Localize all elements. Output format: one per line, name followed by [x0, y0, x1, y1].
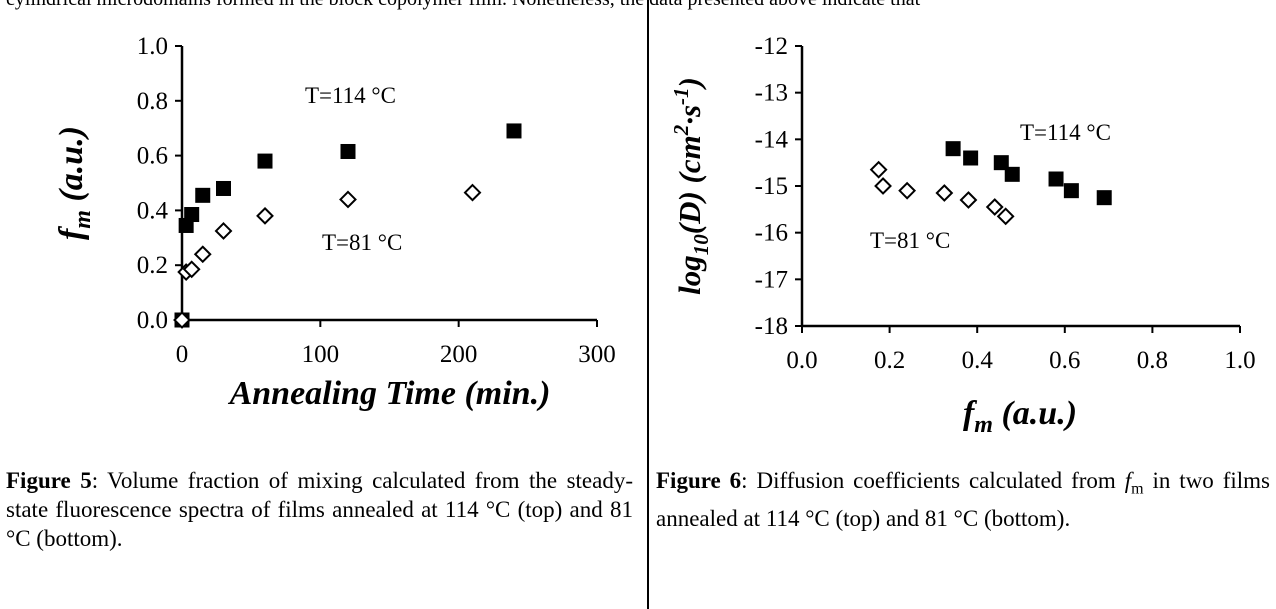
- y-tick-label: 0.8: [137, 88, 168, 115]
- data-point-diamond: [256, 206, 274, 225]
- data-point-square: [1004, 166, 1020, 182]
- series-annotation: T=81 °C: [322, 230, 402, 255]
- log-diffusion-vs-fm-chart: -18 -17 -16 -15 -14 -13 -12 0.0 0.2 0.4 0.6 0.8 1.0 T…: [669, 33, 1256, 438]
- x-axis-title: Annealing Time (min.): [228, 375, 551, 412]
- data-point-diamond: [898, 181, 917, 200]
- x-tick-label: 0.4: [962, 347, 994, 374]
- figure-5-caption-text: : Volume fraction of mixing calculated f…: [6, 468, 633, 551]
- data-point-diamond: [193, 245, 212, 264]
- y-tick-label: -17: [755, 266, 788, 293]
- series-annotation: T=81 °C: [870, 228, 950, 253]
- data-point-square: [506, 123, 522, 139]
- x-tick-label: 0.0: [786, 347, 817, 374]
- x-axis-title: fm (a.u.): [963, 395, 1077, 438]
- x-tick-label: 200: [440, 341, 478, 368]
- page-header-text: cylindrical microdomains formed in the b…: [0, 0, 1276, 30]
- x-tick-label: 300: [578, 341, 616, 368]
- data-point-square: [184, 207, 200, 223]
- y-axis-title: log10(D) (cm2·s-1): [669, 77, 713, 295]
- figure-6-label: Figure 6: [656, 468, 742, 493]
- y-tick-label: 0.2: [137, 252, 168, 279]
- series-annotation: T=114 °C: [1020, 120, 1111, 145]
- data-point-diamond: [935, 184, 954, 202]
- data-point-square: [1096, 190, 1112, 206]
- data-point-square: [1063, 183, 1079, 199]
- y-tick-label: -16: [755, 220, 788, 247]
- data-point-square: [340, 143, 356, 159]
- figure-5-label: Figure 5: [6, 468, 92, 493]
- data-point-diamond: [959, 191, 978, 209]
- y-tick-label: -15: [755, 173, 788, 200]
- y-tick-label: -12: [755, 33, 788, 60]
- y-tick-label: -14: [755, 126, 789, 153]
- data-point-diamond: [173, 311, 191, 329]
- figure-5-caption: Figure 5: Volume fraction of mixing calc…: [6, 466, 633, 553]
- data-point-diamond: [874, 177, 892, 195]
- data-point-square: [257, 153, 273, 169]
- y-tick-label: 0.6: [137, 143, 168, 170]
- x-tick-label: 0.6: [1049, 347, 1080, 374]
- fm-vs-annealing-time-chart: 0.0 0.2 0.4 0.6 0.8 1.0 0 100 200 300 T=114 °C T=81…: [53, 33, 616, 412]
- data-point-square: [945, 141, 961, 157]
- data-point-diamond: [463, 183, 482, 202]
- data-point-square: [1048, 171, 1064, 187]
- data-point-square: [963, 150, 979, 166]
- y-tick-label: -13: [755, 80, 788, 107]
- figure-6-caption: Figure 6: Diffusion coefficients calcula…: [656, 468, 1271, 531]
- y-tick-label: 0.4: [137, 197, 169, 224]
- x-tick-label: 0: [176, 341, 189, 368]
- data-point-square: [195, 187, 211, 203]
- y-axis-title: fm (a.u.): [53, 126, 96, 240]
- data-point-square: [993, 155, 1009, 171]
- data-point-diamond: [985, 198, 1004, 216]
- figure-divider: [647, 0, 649, 609]
- x-tick-label: 1.0: [1224, 347, 1255, 374]
- data-point-diamond: [182, 260, 201, 279]
- x-tick-label: 100: [302, 341, 340, 368]
- series-annotation: T=114 °C: [305, 83, 396, 108]
- data-point-diamond: [339, 190, 357, 209]
- data-point-diamond: [996, 207, 1015, 226]
- data-point-square: [216, 180, 231, 196]
- y-tick-label: -18: [755, 313, 788, 340]
- data-point-diamond: [869, 160, 888, 179]
- x-tick-label: 0.8: [1137, 347, 1168, 374]
- y-tick-label: 1.0: [137, 33, 168, 60]
- y-tick-label: 0.0: [137, 307, 168, 334]
- x-tick-label: 0.2: [874, 347, 905, 374]
- data-point-diamond: [214, 222, 233, 240]
